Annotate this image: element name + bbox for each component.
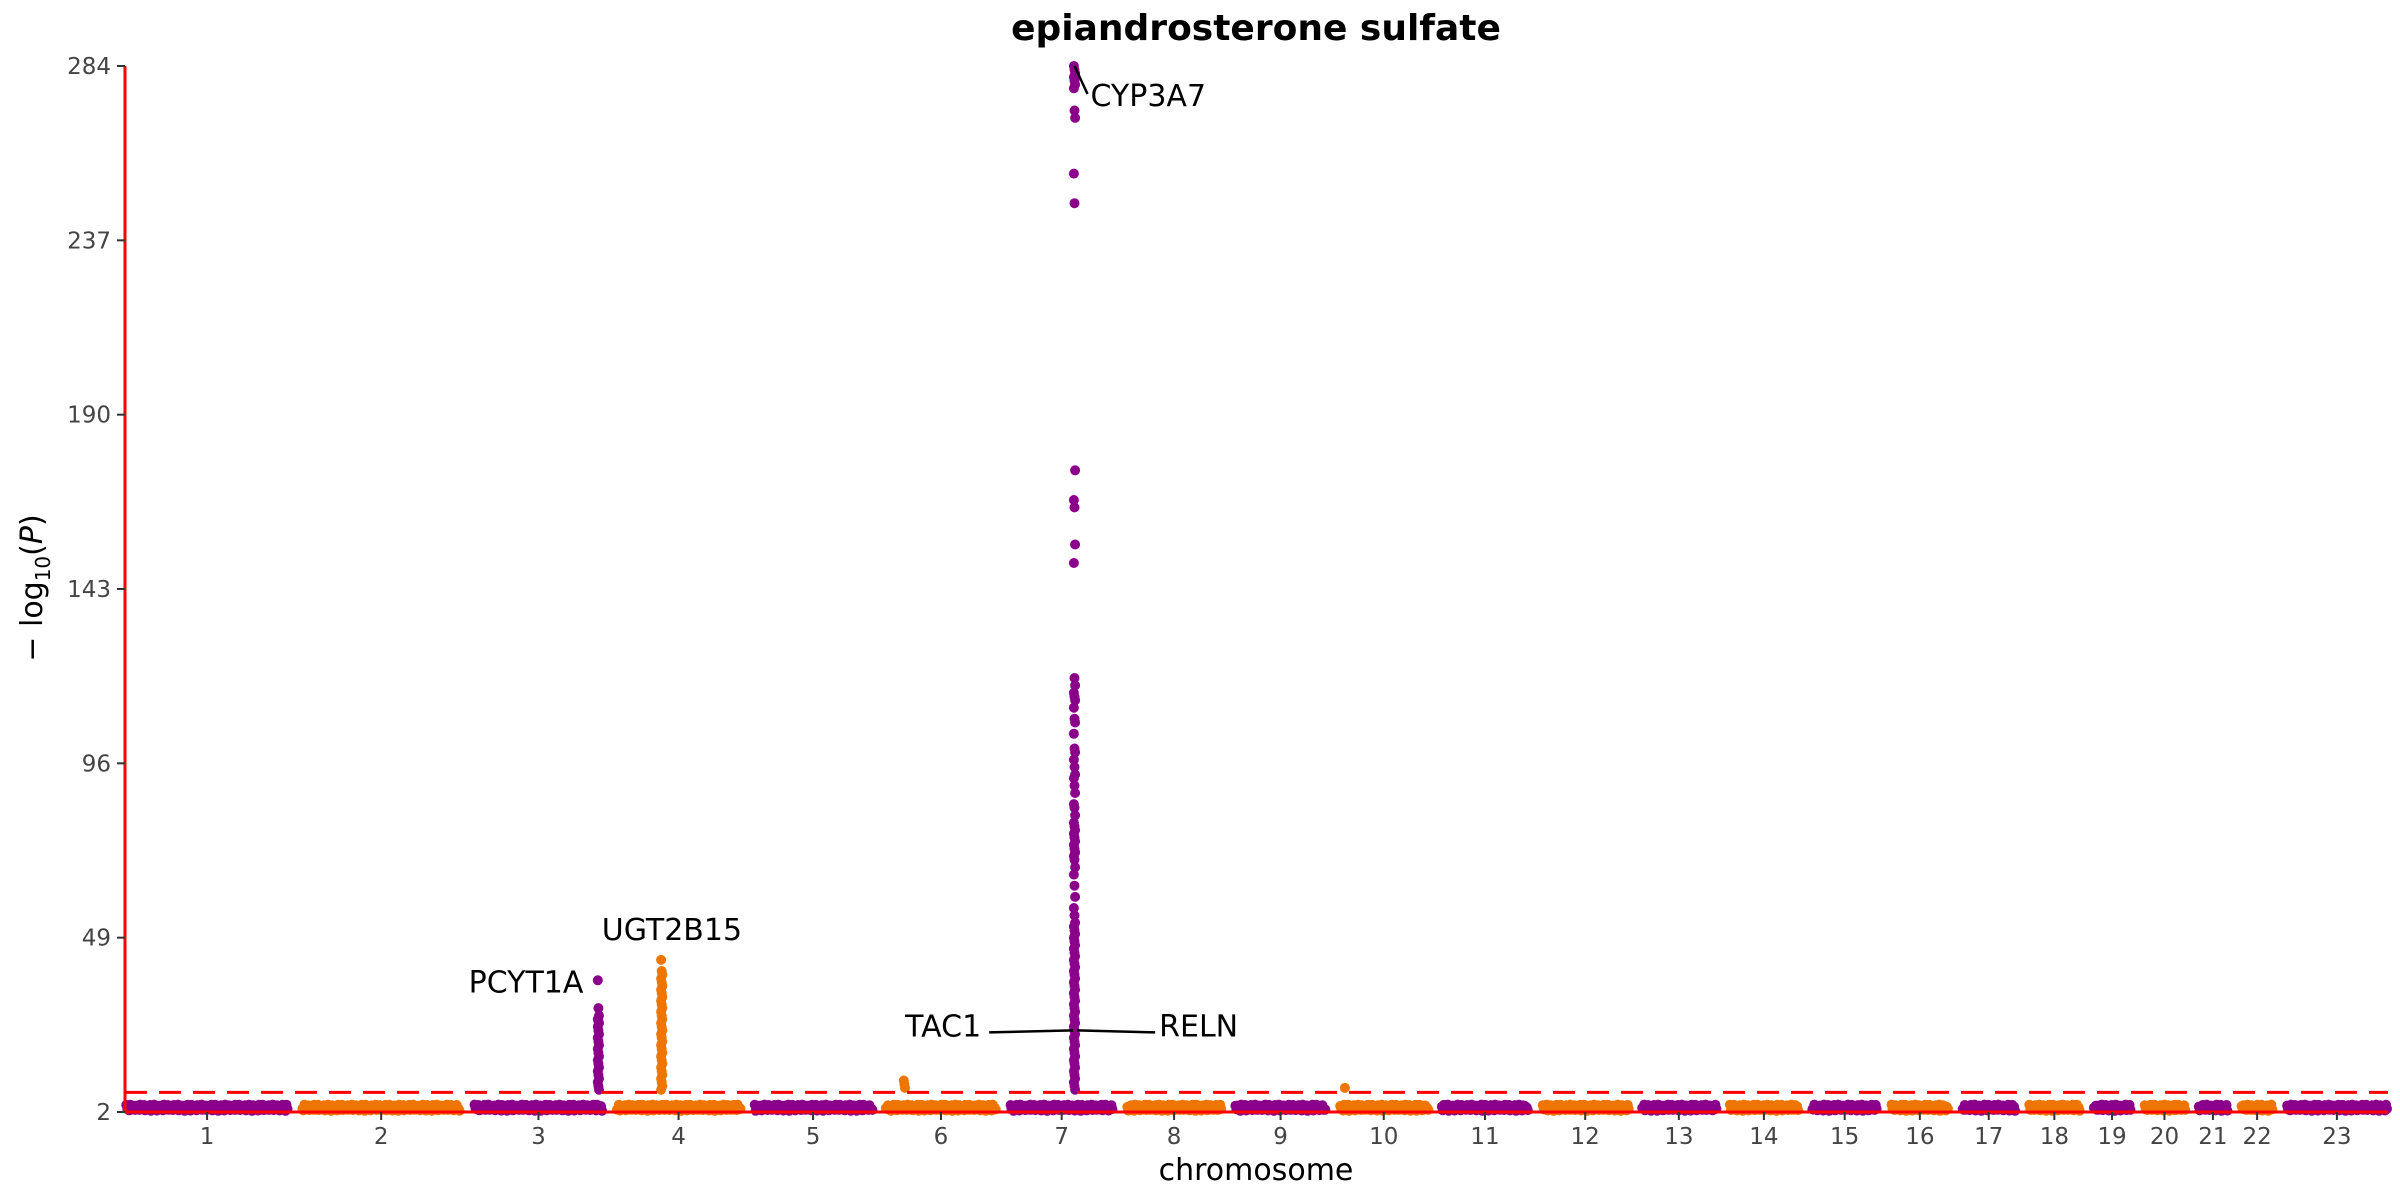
data-point [1069,105,1080,116]
x-tick-label: 3 [531,1124,546,1150]
x-tick-label: 6 [934,1124,949,1150]
x-tick-label: 15 [1830,1124,1859,1150]
data-point [1068,558,1079,568]
y-tick-label: 96 [82,751,111,777]
gene-label-ugt2b15: UGT2B15 [602,913,742,948]
y-axis-title-p: P [15,525,50,544]
data-point [1522,1105,1533,1116]
y-tick-label: 237 [67,228,111,254]
gene-label-pcyt1a: PCYT1A [469,965,584,1000]
data-point [1069,880,1080,891]
y-axis-title: − log10(P) [15,514,55,661]
x-tick-label: 4 [671,1124,686,1150]
data-point [1068,903,1079,913]
data-point [1069,762,1080,772]
data-point [1070,112,1081,123]
x-tick-label: 21 [2198,1124,2227,1150]
data-point [656,1084,667,1095]
x-tick-label: 2 [374,1124,389,1150]
x-tick-label: 14 [1749,1124,1778,1150]
data-point [1070,891,1081,902]
y-tick-label: 143 [67,577,111,603]
x-axis-title: chromosome [1159,1153,1354,1188]
y-axis-title-minus: − log [15,581,50,661]
data-point [1070,680,1081,691]
gene-label-cyp3a7: CYP3A7 [1091,79,1207,114]
data-point [1070,747,1081,758]
data-point [1069,802,1080,813]
x-tick-label: 17 [1974,1124,2003,1150]
y-tick-label: 49 [82,926,111,952]
gene-label-reln: RELN [1159,1009,1238,1044]
gene-annotations: CYP3A7 UGT2B15 PCYT1A TAC1 RELN [469,65,1238,1044]
data-point [1070,717,1081,728]
data-point [1070,695,1081,706]
x-tick-label: 20 [2150,1124,2179,1150]
data-point [1070,539,1081,550]
peak-points [592,61,1350,1095]
x-tick-label: 11 [1470,1124,1499,1150]
x-tick-label: 23 [2322,1124,2351,1150]
y-axis: 2 49 96 143 190 237 284 [67,54,127,1126]
gene-label-tac1: TAC1 [904,1009,981,1044]
y-axis-title-close: ) [15,514,50,526]
data-point [1068,83,1079,94]
data-point [1069,780,1080,791]
x-tick-label: 7 [1054,1124,1069,1150]
data-point [656,954,667,965]
x-tick-label: 5 [806,1124,821,1150]
data-point [1070,862,1081,873]
x-tick-label: 12 [1571,1124,1600,1150]
data-point [1068,495,1079,505]
data-point [1793,1105,1804,1116]
annotation-leader [989,1029,1074,1034]
data-point [1070,788,1081,798]
data-point [1070,810,1081,821]
data-point [1068,773,1079,784]
data-point [1068,702,1079,713]
y-axis-title-base: 10 [31,556,55,581]
y-tick-label: 190 [67,403,111,429]
x-tick-label: 1 [200,1124,215,1150]
data-point [1068,869,1079,880]
data-point [1068,728,1079,739]
data-point [1339,1082,1350,1093]
data-point [1070,465,1081,476]
data-point [1069,673,1080,683]
data-point [592,975,603,986]
x-tick-label: 22 [2242,1124,2271,1150]
data-point [593,1003,604,1014]
data-point [1069,854,1080,865]
data-point [1069,502,1080,513]
x-tick-label: 13 [1664,1124,1693,1150]
annotation-leader [1073,65,1089,95]
x-tick-label: 10 [1369,1124,1398,1150]
data-point [1069,910,1080,921]
x-axis: 1 2 3 4 5 6 7 8 9 10 11 12 13 14 15 16 17 18 19 20 21 22 23 [125,1110,2388,1150]
data-point [1068,168,1079,179]
annotation-leader [1077,1029,1156,1034]
y-axis-title-arg: ( [15,544,50,556]
x-tick-label: 8 [1167,1124,1182,1150]
x-tick-label: 19 [2097,1124,2126,1150]
chart-title: epiandrosterone sulfate [1011,8,1501,49]
x-tick-label: 9 [1273,1124,1288,1150]
data-point [1068,754,1079,765]
x-tick-label: 18 [2040,1124,2069,1150]
data-point [1069,198,1080,209]
x-tick-label: 16 [1905,1124,1934,1150]
data-point [900,1082,910,1093]
y-tick-label: 284 [67,54,111,80]
y-tick-label: 2 [96,1100,111,1126]
